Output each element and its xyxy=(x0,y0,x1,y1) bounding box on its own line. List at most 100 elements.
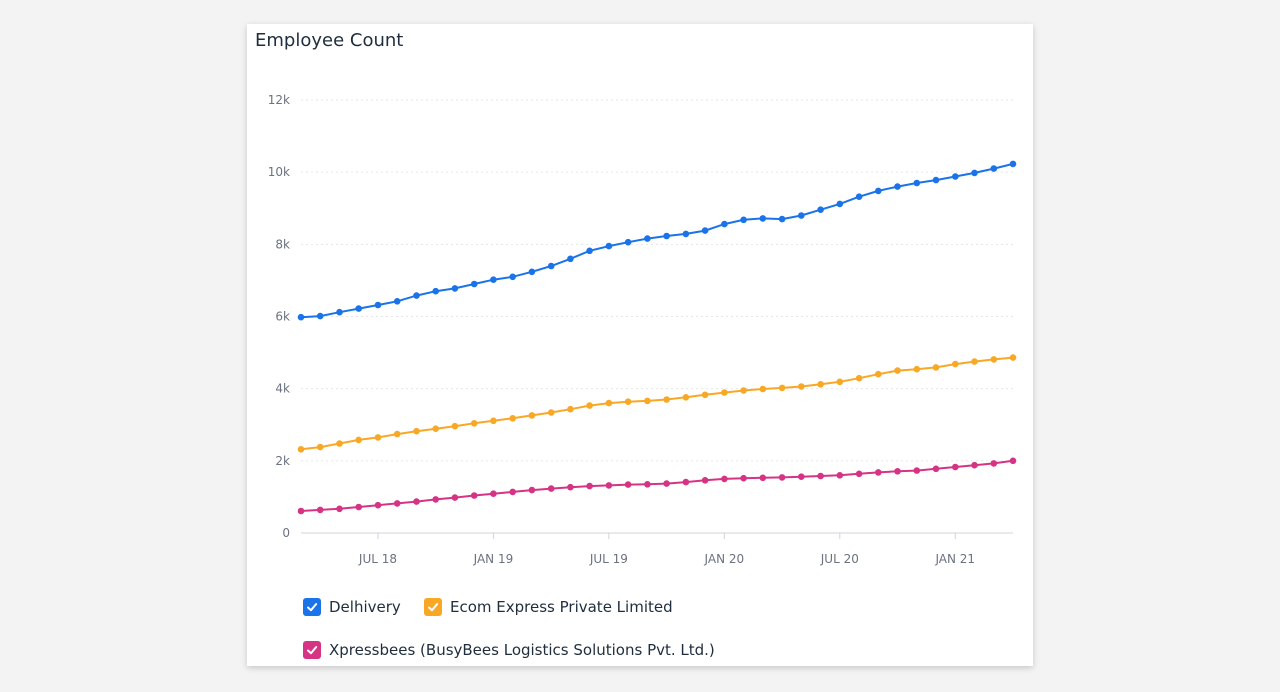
data-point xyxy=(817,206,824,213)
data-point xyxy=(798,473,805,481)
data-point xyxy=(316,506,324,514)
checkbox-checked-icon[interactable] xyxy=(303,641,321,659)
data-point xyxy=(836,472,844,479)
y-tick-label: 4k xyxy=(275,382,290,396)
data-point xyxy=(932,465,940,473)
y-tick-label: 6k xyxy=(275,310,290,324)
data-point xyxy=(586,402,593,409)
data-point xyxy=(913,467,921,474)
x-tick-label: JUL 19 xyxy=(589,552,628,566)
data-point xyxy=(413,498,420,505)
data-point xyxy=(759,474,767,482)
data-point xyxy=(605,242,613,250)
series-line xyxy=(300,162,1014,319)
legend-label: Delhivery xyxy=(329,598,401,616)
data-point xyxy=(470,280,478,288)
data-point xyxy=(393,430,401,438)
data-point xyxy=(836,378,844,386)
data-point xyxy=(567,405,574,413)
chart-card: Employee Count 0 2k 4k 6k 8k 10k 12k JUL 18 JAN … xyxy=(247,24,1033,666)
data-point xyxy=(336,440,343,447)
x-tick-label: JUL 18 xyxy=(358,552,397,566)
data-point xyxy=(701,391,709,399)
legend-item-xpressbees[interactable]: Xpressbees (BusyBees Logistics Solutions… xyxy=(303,641,715,659)
legend-item-delhivery[interactable]: Delhivery xyxy=(303,598,401,616)
data-point xyxy=(663,232,670,240)
data-point xyxy=(413,427,420,435)
data-point xyxy=(451,285,459,292)
data-point xyxy=(1009,354,1017,361)
y-tick-label: 8k xyxy=(275,237,290,251)
x-tick-label: JUL 20 xyxy=(820,552,859,566)
data-point xyxy=(778,474,786,481)
data-point xyxy=(355,503,362,511)
data-point xyxy=(932,364,940,371)
data-point xyxy=(355,436,362,444)
data-point xyxy=(721,475,728,483)
data-point xyxy=(374,501,382,509)
data-point xyxy=(355,305,362,312)
data-point xyxy=(644,481,651,488)
data-point xyxy=(817,381,824,388)
data-point xyxy=(547,485,555,492)
data-point xyxy=(952,463,959,471)
data-point xyxy=(509,488,516,496)
data-point xyxy=(316,443,324,451)
series-line xyxy=(300,459,1014,512)
data-point xyxy=(336,308,343,316)
legend-item-ecom-express[interactable]: Ecom Express Private Limited xyxy=(424,598,673,616)
legend-label: Ecom Express Private Limited xyxy=(450,598,673,616)
data-point xyxy=(990,460,998,467)
data-point xyxy=(875,187,882,195)
data-point xyxy=(297,446,305,453)
data-point xyxy=(470,420,478,427)
data-point xyxy=(798,212,805,219)
data-point xyxy=(894,367,901,374)
data-point xyxy=(875,370,882,378)
data-point xyxy=(836,200,844,208)
data-point xyxy=(528,268,536,276)
data-point xyxy=(297,313,305,321)
data-point xyxy=(990,165,998,172)
data-point xyxy=(663,480,670,487)
data-point xyxy=(682,230,690,238)
line-chart: 0 2k 4k 6k 8k 10k 12k JUL 18 JAN 19 JUL 19 JAN 20 J… xyxy=(268,93,1017,566)
x-tick-label: JAN 20 xyxy=(704,552,745,566)
data-point xyxy=(451,422,459,430)
data-point xyxy=(990,356,998,363)
y-tick-label: 2k xyxy=(275,454,290,468)
data-point xyxy=(374,301,382,309)
data-point xyxy=(432,287,439,295)
data-point xyxy=(336,505,343,513)
data-point xyxy=(413,292,420,299)
data-point xyxy=(547,262,555,270)
data-point xyxy=(932,176,940,184)
data-point xyxy=(567,255,574,263)
legend-label: Xpressbees (BusyBees Logistics Solutions… xyxy=(329,641,715,659)
data-point xyxy=(490,490,497,498)
data-point xyxy=(1009,457,1017,465)
data-point xyxy=(490,276,497,283)
data-point xyxy=(971,461,978,469)
data-point xyxy=(855,193,863,200)
x-tick-label: JAN 21 xyxy=(934,552,975,566)
data-point xyxy=(393,298,401,305)
data-point xyxy=(894,183,901,190)
x-tick-label: JAN 19 xyxy=(473,552,514,566)
data-point xyxy=(297,507,305,515)
data-point xyxy=(894,468,901,475)
data-point xyxy=(855,374,863,382)
data-point xyxy=(451,494,459,501)
checkbox-checked-icon[interactable] xyxy=(303,598,321,616)
data-point xyxy=(605,482,613,489)
data-point xyxy=(663,396,670,403)
data-point xyxy=(855,470,863,478)
data-point xyxy=(778,215,786,223)
data-point xyxy=(759,385,767,393)
data-point xyxy=(470,492,478,499)
chart-title: Employee Count xyxy=(255,30,404,51)
data-point xyxy=(509,415,516,422)
checkbox-checked-icon[interactable] xyxy=(424,598,442,616)
data-point xyxy=(567,483,574,491)
data-point xyxy=(913,179,921,187)
